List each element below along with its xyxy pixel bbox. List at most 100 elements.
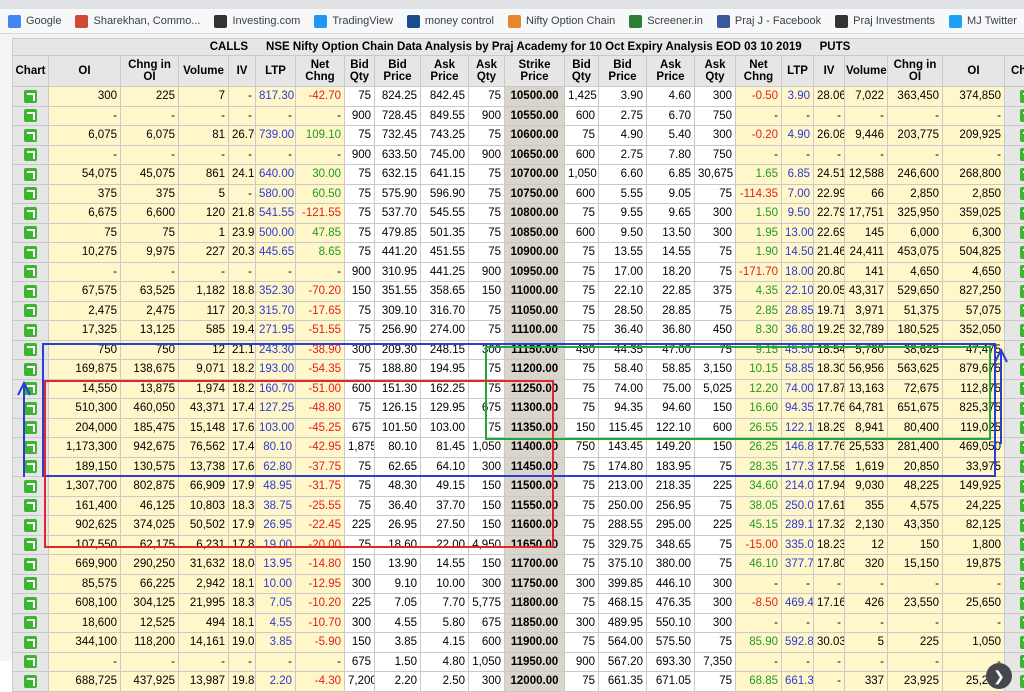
bookmark-item[interactable]: TradingView (314, 15, 393, 28)
chart-icon[interactable] (24, 655, 37, 668)
chart-icon[interactable] (24, 226, 37, 239)
chart-icon[interactable] (24, 363, 37, 376)
bookmark-item[interactable]: Sharekhan, Commo... (75, 15, 200, 28)
chart-icon[interactable] (1020, 109, 1024, 122)
column-header: IV (814, 56, 845, 87)
chart-icon[interactable] (24, 207, 37, 220)
table-cell: 1,619 (845, 457, 888, 477)
chart-icon[interactable] (1020, 499, 1024, 512)
table-cell: 4.15 (421, 633, 469, 653)
chart-icon[interactable] (24, 421, 37, 434)
chart-icon[interactable] (1020, 187, 1024, 200)
chart-icon[interactable] (24, 343, 37, 356)
chart-icon[interactable] (24, 402, 37, 415)
chart-icon[interactable] (1020, 655, 1024, 668)
bookmark-item[interactable]: Nifty Option Chain (508, 15, 615, 28)
chart-icon[interactable] (1020, 616, 1024, 629)
table-row: 7507501221.12243.30-38.90300209.30248.15… (13, 340, 1024, 360)
table-cell: 75 (345, 457, 375, 477)
table-cell: 348.65 (647, 535, 695, 555)
table-cell: 469.40 (782, 594, 814, 614)
moneycontrol-icon (407, 15, 420, 28)
chart-icon[interactable] (1020, 363, 1024, 376)
chart-icon[interactable] (24, 187, 37, 200)
chart-icon[interactable] (1020, 226, 1024, 239)
chart-icon[interactable] (1020, 265, 1024, 278)
chart-icon[interactable] (1020, 246, 1024, 259)
chart-icon[interactable] (24, 558, 37, 571)
chart-icon[interactable] (24, 90, 37, 103)
chart-cell (1005, 594, 1024, 614)
chart-icon[interactable] (24, 480, 37, 493)
chart-icon[interactable] (24, 538, 37, 551)
chart-icon[interactable] (24, 109, 37, 122)
chart-icon[interactable] (1020, 460, 1024, 473)
chart-icon[interactable] (1020, 129, 1024, 142)
bookmark-item[interactable]: Praj Investments (835, 15, 935, 28)
table-cell: 12,525 (121, 613, 179, 633)
chart-icon[interactable] (1020, 90, 1024, 103)
table-cell: 671.05 (647, 672, 695, 692)
chart-icon[interactable] (24, 304, 37, 317)
chart-icon[interactable] (1020, 324, 1024, 337)
chart-icon[interactable] (1020, 480, 1024, 493)
next-page-button[interactable]: ❯ (986, 663, 1012, 689)
chart-icon[interactable] (1020, 304, 1024, 317)
bookmark-item[interactable]: Screener.in (629, 15, 703, 28)
chart-icon[interactable] (24, 285, 37, 298)
table-cell: 22.10 (782, 282, 814, 302)
chart-icon[interactable] (24, 265, 37, 278)
table-cell: 375 (695, 282, 736, 302)
chart-icon[interactable] (1020, 285, 1024, 298)
chart-icon[interactable] (24, 129, 37, 142)
chart-icon[interactable] (1020, 558, 1024, 571)
chart-icon[interactable] (24, 616, 37, 629)
table-cell: 209,925 (943, 126, 1005, 146)
chart-icon[interactable] (24, 597, 37, 610)
chart-icon[interactable] (24, 168, 37, 181)
bookmark-item[interactable]: Google (8, 15, 61, 28)
chart-icon[interactable] (1020, 207, 1024, 220)
table-cell: 1,425 (565, 87, 599, 107)
chart-icon[interactable] (24, 675, 37, 688)
chart-icon[interactable] (1020, 597, 1024, 610)
table-cell: 18.19 (229, 613, 256, 633)
chart-icon[interactable] (1020, 148, 1024, 161)
chart-icon[interactable] (1020, 168, 1024, 181)
chart-cell (13, 438, 49, 458)
chart-icon[interactable] (1020, 577, 1024, 590)
strike-price-cell: 12000.00 (505, 672, 565, 692)
chart-icon[interactable] (1020, 675, 1024, 688)
table-cell: 300 (695, 613, 736, 633)
table-cell: 225 (888, 633, 943, 653)
table-cell: 22.99 (814, 184, 845, 204)
chart-icon[interactable] (24, 148, 37, 161)
chart-icon[interactable] (24, 636, 37, 649)
chart-icon[interactable] (24, 441, 37, 454)
chart-icon[interactable] (1020, 402, 1024, 415)
bookmark-item[interactable]: MJ Twitter (949, 15, 1017, 28)
chart-icon[interactable] (1020, 421, 1024, 434)
table-cell: 20.35 (229, 301, 256, 321)
chart-icon[interactable] (1020, 441, 1024, 454)
chart-icon[interactable] (1020, 382, 1024, 395)
table-cell: 115.45 (599, 418, 647, 438)
bookmark-item[interactable]: Praj J - Facebook (717, 15, 821, 28)
table-cell: 75 (345, 321, 375, 341)
chart-icon[interactable] (1020, 636, 1024, 649)
table-cell: 122.10 (782, 418, 814, 438)
chart-icon[interactable] (24, 382, 37, 395)
chart-icon[interactable] (1020, 343, 1024, 356)
bookmark-item[interactable]: money control (407, 15, 494, 28)
chart-icon[interactable] (24, 460, 37, 473)
chart-icon[interactable] (24, 499, 37, 512)
chart-icon[interactable] (24, 246, 37, 259)
chart-icon[interactable] (1020, 519, 1024, 532)
chart-icon[interactable] (24, 577, 37, 590)
chart-icon[interactable] (24, 519, 37, 532)
table-cell: -14.80 (296, 555, 345, 575)
chart-icon[interactable] (24, 324, 37, 337)
chart-icon[interactable] (1020, 538, 1024, 551)
bookmark-item[interactable]: Investing.com (214, 15, 300, 28)
